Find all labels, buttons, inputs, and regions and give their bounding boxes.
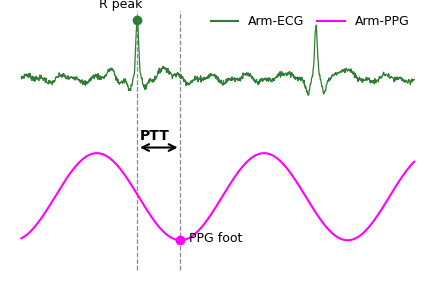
Text: R peak: R peak — [98, 0, 142, 11]
Text: PPG foot: PPG foot — [189, 232, 242, 245]
Legend: Arm-ECG, Arm-PPG: Arm-ECG, Arm-PPG — [205, 10, 413, 33]
Text: PTT: PTT — [139, 130, 169, 144]
